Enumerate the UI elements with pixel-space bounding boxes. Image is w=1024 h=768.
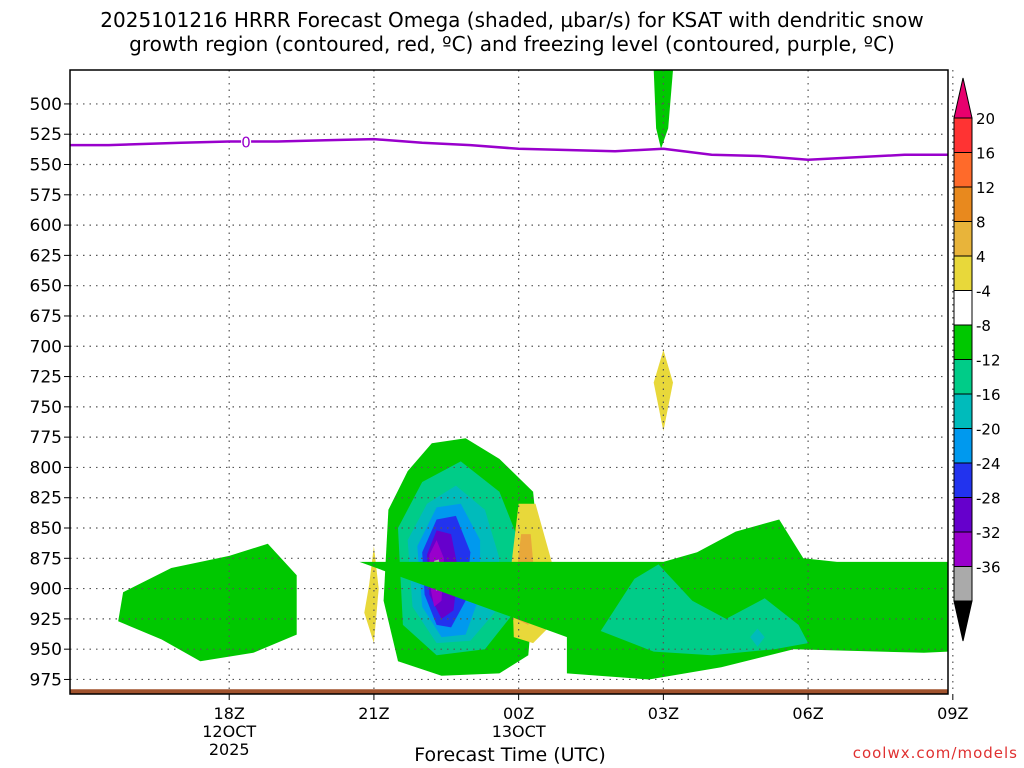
x-tick-date-00Z: 13OCT bbox=[492, 722, 546, 741]
x-tick-label-09Z: 09Z bbox=[937, 704, 968, 723]
y-tick-label-775: 775 bbox=[30, 428, 62, 448]
plot-frame bbox=[69, 69, 949, 695]
y-tick-label-700: 700 bbox=[30, 337, 62, 357]
x-tick-label-21Z: 21Z bbox=[358, 704, 389, 723]
colorbar-label-8: -16 bbox=[976, 386, 1001, 404]
colorbar-segment-7 bbox=[953, 359, 973, 395]
terrain-fill bbox=[70, 689, 948, 694]
y-axis: 500 525 550 575 600 625 650 675 700 725 750 775 800 8… bbox=[30, 95, 70, 690]
x-tick-label-03Z: 03Z bbox=[648, 704, 679, 723]
colorbar-label-1: 16 bbox=[976, 145, 995, 163]
colorbar-segment-4 bbox=[953, 255, 973, 291]
colorbar-label-3: 8 bbox=[976, 214, 986, 232]
terrain-layer bbox=[70, 689, 948, 694]
y-tick-label-800: 800 bbox=[30, 458, 62, 478]
omega-region-upward-05z-cyan bbox=[750, 628, 765, 647]
colorbar-segment-8 bbox=[953, 393, 973, 429]
colorbar-label-9: -20 bbox=[976, 421, 1001, 439]
y-tick-label-950: 950 bbox=[30, 640, 62, 660]
y-tick-label-675: 675 bbox=[30, 307, 62, 327]
colorbar-label-0: 20 bbox=[976, 110, 995, 128]
colorbar-label-10: -24 bbox=[976, 455, 1001, 473]
omega-region-sinking-21z-yellow bbox=[364, 546, 379, 644]
colorbar-segment-9 bbox=[953, 428, 973, 464]
y-tick-label-750: 750 bbox=[30, 398, 62, 418]
site-credit: coolwx.com/models bbox=[852, 744, 1018, 762]
y-tick-label-550: 550 bbox=[30, 156, 62, 176]
x-tick-label-00Z: 00Z bbox=[503, 704, 534, 723]
chart-title-line-2: growth region (contoured, red, ºC) and f… bbox=[129, 32, 895, 56]
colorbar-segment-11 bbox=[953, 497, 973, 533]
x-tick-year-18Z: 2025 bbox=[209, 740, 250, 759]
colorbar-label-13: -36 bbox=[976, 559, 1001, 577]
freezing-level-layer: 0 bbox=[70, 133, 948, 161]
y-tick-label-975: 975 bbox=[30, 670, 62, 690]
y-tick-label-575: 575 bbox=[30, 186, 62, 206]
y-tick-label-825: 825 bbox=[30, 489, 62, 509]
colorbar-top-arrow bbox=[953, 77, 973, 119]
colorbar-segment-10 bbox=[953, 462, 973, 498]
colorbar-label-5: -4 bbox=[976, 283, 991, 301]
x-tick-label-06Z: 06Z bbox=[792, 704, 823, 723]
freezing-label-bg bbox=[241, 133, 252, 150]
y-tick-label-525: 525 bbox=[30, 125, 62, 145]
colorbar-label-2: 12 bbox=[976, 179, 995, 197]
y-tick-label-500: 500 bbox=[30, 95, 62, 115]
y-tick-label-600: 600 bbox=[30, 216, 62, 236]
omega-region-sinking-03z-yellow bbox=[653, 349, 673, 432]
colorbar-label-4: 4 bbox=[976, 248, 986, 266]
colorbar-segment-3 bbox=[953, 221, 973, 257]
colorbar-segment-6 bbox=[953, 324, 973, 360]
colorbar-segment-0 bbox=[953, 117, 973, 153]
y-tick-label-925: 925 bbox=[30, 610, 62, 630]
x-axis-label: Forecast Time (UTC) bbox=[414, 744, 606, 766]
colorbar-label-11: -28 bbox=[976, 490, 1001, 508]
colorbar-segment-13 bbox=[953, 566, 973, 602]
colorbar-bottom-arrow bbox=[953, 600, 973, 642]
freezing-level-line bbox=[70, 137, 948, 161]
colorbar-label-6: -8 bbox=[976, 317, 991, 335]
colorbar-segment-2 bbox=[953, 186, 973, 222]
x-tick-date-18Z: 12OCT bbox=[202, 722, 256, 741]
colorbar-label-12: -32 bbox=[976, 524, 1001, 542]
y-tick-label-850: 850 bbox=[30, 519, 62, 539]
colorbar-segment-12 bbox=[953, 531, 973, 567]
y-tick-label-650: 650 bbox=[30, 277, 62, 297]
colorbar-label-7: -12 bbox=[976, 352, 1001, 370]
y-tick-label-900: 900 bbox=[30, 580, 62, 600]
colorbar-segment-1 bbox=[953, 152, 973, 188]
freezing-level-label: 0 bbox=[241, 133, 251, 151]
x-tick-label-18Z: 18Z bbox=[214, 704, 245, 723]
omega-region-upward-18z-green bbox=[118, 543, 297, 662]
chart-title-line-1: 2025101216 HRRR Forecast Omega (shaded, … bbox=[100, 8, 924, 32]
colorbar-segment-5 bbox=[953, 290, 973, 326]
y-tick-label-875: 875 bbox=[30, 549, 62, 569]
y-tick-label-625: 625 bbox=[30, 246, 62, 266]
y-tick-label-725: 725 bbox=[30, 368, 62, 388]
omega-colorbar: 20 16 12 8 4 -4 -8 -12 -16 -20 -24 -28 -32 -36 bbox=[953, 77, 1001, 642]
plot-grid bbox=[70, 70, 954, 694]
